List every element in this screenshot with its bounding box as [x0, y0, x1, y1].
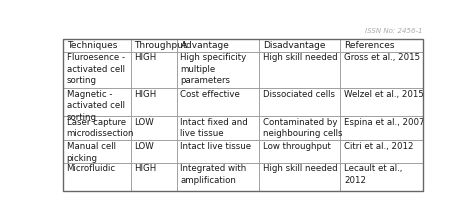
Text: High specificity
multiple
parameters: High specificity multiple parameters	[181, 53, 247, 85]
Bar	[177, 116, 259, 140]
Bar	[131, 39, 177, 52]
Bar	[177, 163, 259, 191]
Bar	[340, 39, 423, 52]
Bar	[63, 52, 131, 88]
Text: Throughput: Throughput	[135, 41, 187, 50]
Bar	[259, 39, 340, 52]
Text: Gross et al., 2015: Gross et al., 2015	[344, 53, 420, 62]
Text: Advantage: Advantage	[181, 41, 229, 50]
Text: LOW: LOW	[135, 142, 155, 151]
Text: Contaminated by
neighbouring cells: Contaminated by neighbouring cells	[263, 118, 343, 138]
Text: Manual cell
picking: Manual cell picking	[66, 142, 116, 163]
Text: LOW: LOW	[135, 118, 155, 127]
Text: HIGH: HIGH	[135, 164, 157, 173]
Text: ISSN No: 2456-1: ISSN No: 2456-1	[365, 28, 423, 34]
Bar	[340, 88, 423, 116]
Bar	[340, 140, 423, 163]
Bar	[177, 39, 259, 52]
Bar	[259, 140, 340, 163]
Bar	[259, 88, 340, 116]
Text: References: References	[344, 41, 394, 50]
Text: High skill needed: High skill needed	[263, 53, 338, 62]
Bar	[177, 52, 259, 88]
Text: Techniques: Techniques	[66, 41, 117, 50]
Bar	[259, 116, 340, 140]
Text: Fluroesence -
activated cell
sorting: Fluroesence - activated cell sorting	[66, 53, 125, 85]
Text: Integrated with
amplification: Integrated with amplification	[181, 164, 247, 185]
Bar	[177, 140, 259, 163]
Text: Intact live tissue: Intact live tissue	[181, 142, 252, 151]
Bar	[131, 163, 177, 191]
Bar	[177, 88, 259, 116]
Bar	[340, 52, 423, 88]
Bar	[340, 163, 423, 191]
Bar	[259, 163, 340, 191]
Text: Microfluidic: Microfluidic	[66, 164, 116, 173]
Text: HIGH: HIGH	[135, 90, 157, 99]
Text: Lecault et al.,
2012: Lecault et al., 2012	[344, 164, 402, 185]
Bar	[63, 88, 131, 116]
Text: Intact fixed and
live tissue: Intact fixed and live tissue	[181, 118, 248, 138]
Text: Welzel et al., 2015: Welzel et al., 2015	[344, 90, 424, 99]
Text: Disadvantage: Disadvantage	[263, 41, 326, 50]
Bar	[63, 140, 131, 163]
Bar	[131, 52, 177, 88]
Text: Cost effective: Cost effective	[181, 90, 240, 99]
Bar	[340, 116, 423, 140]
Text: HIGH: HIGH	[135, 53, 157, 62]
Text: Citri et al., 2012: Citri et al., 2012	[344, 142, 413, 151]
Bar	[63, 116, 131, 140]
Text: Magnetic -
activated cell
sorting: Magnetic - activated cell sorting	[66, 90, 125, 122]
Bar	[131, 116, 177, 140]
Text: High skill needed: High skill needed	[263, 164, 338, 173]
Text: Dissociated cells: Dissociated cells	[263, 90, 335, 99]
Bar	[131, 88, 177, 116]
Text: Laser capture
microdissection: Laser capture microdissection	[66, 118, 134, 138]
Text: Low throughput: Low throughput	[263, 142, 331, 151]
Bar	[63, 163, 131, 191]
Bar	[131, 140, 177, 163]
Text: Espina et al., 2007: Espina et al., 2007	[344, 118, 424, 127]
Bar	[63, 39, 131, 52]
Bar	[259, 52, 340, 88]
